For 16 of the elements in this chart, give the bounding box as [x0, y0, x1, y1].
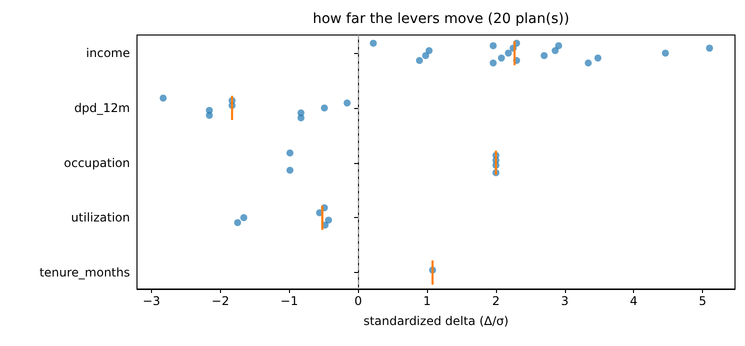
x-tick-label: −3	[142, 294, 160, 308]
x-tick-label: 0	[354, 294, 362, 308]
y-tick-label: occupation	[64, 156, 130, 170]
y-tick-label: utilization	[71, 210, 130, 225]
x-tick-label: 3	[561, 294, 569, 308]
x-tick-label: −2	[212, 294, 230, 308]
x-tick-label: −1	[280, 294, 298, 308]
y-tick-label: income	[86, 46, 130, 60]
x-tick-label: 5	[698, 294, 706, 308]
x-tick-label: 2	[492, 294, 500, 308]
x-tick-label: 4	[630, 294, 638, 308]
y-tick-label: tenure_months	[39, 266, 130, 280]
chart-title: how far the levers move (20 plan(s))	[312, 11, 570, 27]
x-axis-title: standardized delta (Δ/σ)	[363, 314, 509, 328]
x-tick-label: 1	[423, 294, 431, 308]
y-tick-label: dpd_12m	[74, 100, 130, 115]
